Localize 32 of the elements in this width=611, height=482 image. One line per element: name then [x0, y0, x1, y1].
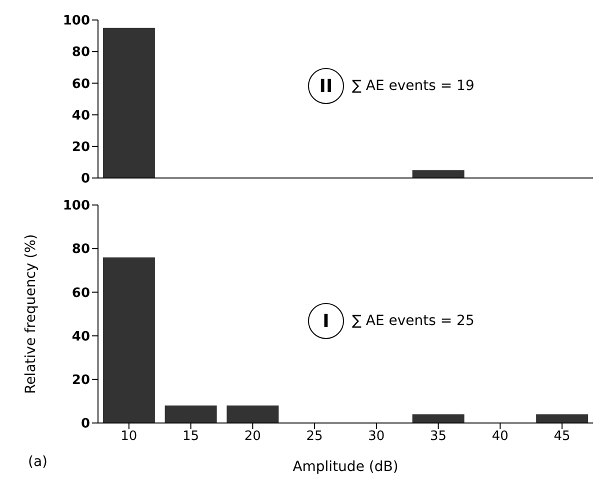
annotation: ∑ AE events = 25: [352, 313, 474, 329]
x-tick-label: 15: [182, 429, 200, 444]
y-tick-label: 20: [72, 140, 90, 156]
y-tick-label: 80: [72, 242, 90, 258]
annotation: I: [308, 303, 344, 339]
bar: [412, 414, 464, 423]
x-tick-label: 20: [244, 429, 261, 444]
bar: [536, 414, 588, 423]
y-tick-label: 60: [72, 76, 90, 92]
annotation: II: [308, 68, 344, 104]
x-tick-label: 10: [120, 429, 138, 444]
x-tick-label: 30: [368, 429, 385, 444]
y-tick-label: 60: [72, 286, 90, 301]
y-tick-label: 80: [72, 45, 90, 60]
x-tick-label: 35: [430, 429, 447, 444]
x-axis-title: Amplitude (dB): [292, 459, 398, 475]
bar: [164, 406, 217, 423]
text: (a): [28, 454, 48, 470]
y-axis-title: Relative frequency (%): [22, 234, 39, 394]
bar: [102, 257, 155, 423]
y-tick-label: 20: [72, 373, 90, 388]
y-tick-label: 40: [72, 108, 90, 124]
bar: [226, 406, 279, 423]
x-tick-label: 45: [554, 429, 570, 444]
y-tick-label: 40: [72, 329, 90, 344]
y-tick-label: 0: [80, 172, 90, 187]
annotation: ∑ AE events = 19: [352, 78, 474, 94]
y-tick-label: 100: [62, 198, 90, 214]
y-tick-label: 0: [80, 416, 90, 432]
x-tick-label: 40: [492, 429, 508, 444]
x-tick-label: 25: [306, 429, 323, 444]
y-tick-label: 100: [62, 14, 90, 29]
